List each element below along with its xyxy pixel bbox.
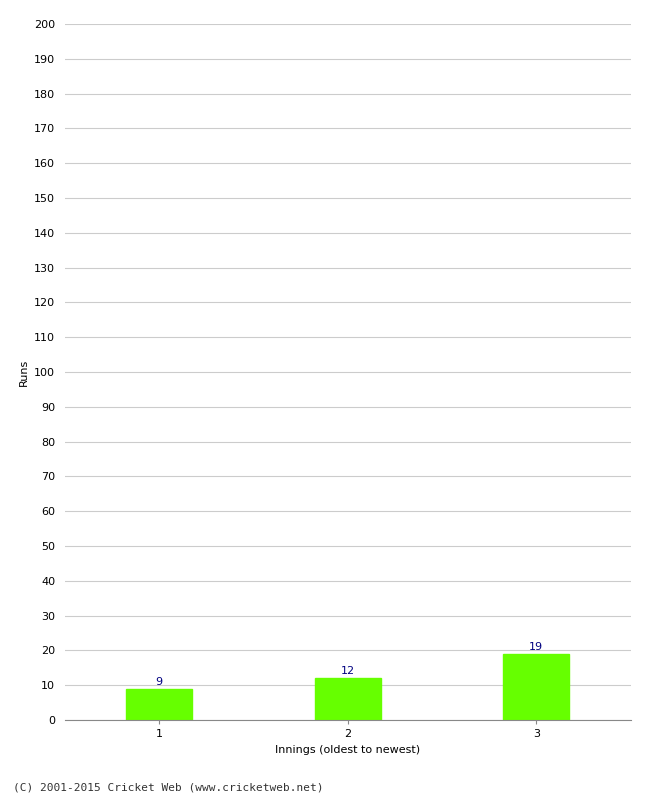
Text: 19: 19 — [529, 642, 543, 652]
Bar — [126, 689, 192, 720]
Bar — [315, 678, 381, 720]
Text: 9: 9 — [156, 677, 162, 687]
Y-axis label: Runs: Runs — [19, 358, 29, 386]
Text: (C) 2001-2015 Cricket Web (www.cricketweb.net): (C) 2001-2015 Cricket Web (www.cricketwe… — [13, 782, 324, 792]
Text: 12: 12 — [341, 666, 355, 677]
X-axis label: Innings (oldest to newest): Innings (oldest to newest) — [275, 745, 421, 754]
Bar — [503, 654, 569, 720]
